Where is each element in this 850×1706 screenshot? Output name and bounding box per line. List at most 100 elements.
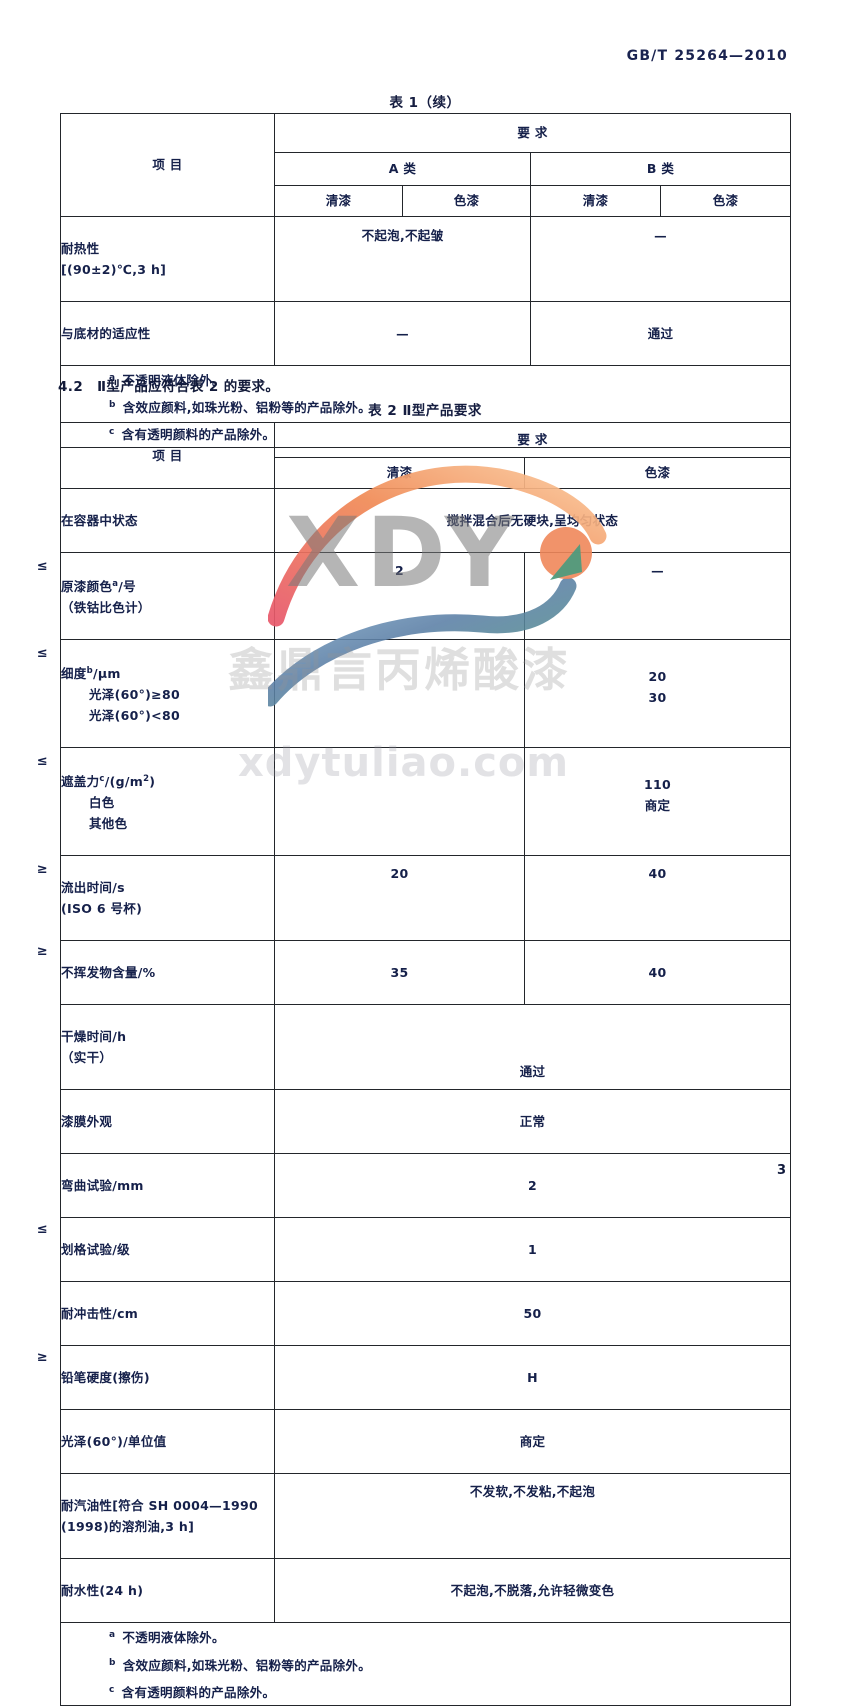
table-1-header-row-3: 清漆 色漆 清漆 色漆: [61, 185, 792, 217]
clause-4-2: 4.2 Ⅱ型产品应符合表 2 的要求。: [58, 375, 279, 395]
item-line-1: 耐热性: [61, 241, 100, 256]
row-item-water-resistance: 耐水性(24 h): [60, 1558, 275, 1624]
table-2-type-ii-requirements: 项 目 要 求 清漆 色漆 在容器中状态: [37, 422, 792, 1706]
operator-symbol: ≥: [36, 1350, 48, 1366]
item-line-2: 白色: [89, 795, 115, 811]
standard-number-header: GB/T 25264—2010: [626, 48, 788, 64]
cell-color-value: 40: [523, 940, 792, 1006]
th-item: 项 目: [60, 113, 275, 217]
item-line-1: 耐水性(24 h): [61, 1583, 144, 1599]
table-2-header-row-1: 项 目 要 求: [60, 422, 792, 489]
row-item-heat-resistance: 耐热性 [(90±2)℃,3 h]: [60, 216, 275, 302]
footnote-mark: a: [109, 373, 116, 383]
table-row: 弯曲试验/mm 2: [60, 1153, 792, 1219]
operator-symbol: ≤: [36, 1222, 48, 1238]
cell-clear-value: [274, 747, 525, 857]
item-line-1: 耐冲击性/cm: [61, 1306, 139, 1322]
footnote-item: b 含效应颜料,如珠光粉、铝粉等的产品除外。: [61, 1651, 790, 1678]
cell-color-value: —: [523, 551, 792, 641]
th-requirement: 要 求: [273, 422, 792, 458]
th-clear: 清漆: [274, 457, 525, 489]
cell-b-heat: —: [529, 216, 792, 302]
item-line-2: 光泽(60°)≥80: [89, 687, 180, 703]
th-b-clear: 清漆: [530, 185, 661, 217]
footnote-text: 不透明液体除外。: [122, 1630, 225, 1646]
table-row: ≥ 流出时间/s (ISO 6 号杯) 20 40: [37, 855, 792, 942]
th-item: 项 目: [60, 422, 275, 489]
cell-merged-value: 50: [273, 1281, 792, 1347]
item-line-1: 划格试验/级: [61, 1242, 130, 1258]
cell-clear-value: 35: [274, 940, 525, 1006]
footnote-mark: a: [109, 1630, 116, 1641]
clause-number: 4.2: [58, 379, 84, 395]
value-line-2: 20: [648, 669, 667, 685]
value-line-3: 商定: [644, 798, 671, 814]
table-1-header-row-2: A 类 B 类: [61, 152, 792, 186]
table-row: 在容器中状态 搅拌混合后无硬块,呈均匀状态: [60, 488, 792, 553]
th-requirement: 要 求: [273, 113, 792, 153]
row-item-state-in-container: 在容器中状态: [60, 488, 275, 553]
th-class-b: B 类: [529, 152, 792, 186]
cell-clear-value: [274, 639, 525, 749]
cell-merged-value: H: [273, 1345, 792, 1411]
item-line-1: 弯曲试验/mm: [61, 1178, 144, 1194]
footnote-text: 含效应颜料,如珠光粉、铝粉等的产品除外。: [122, 400, 371, 416]
row-item-gasoline-resistance: 耐汽油性[符合 SH 0004—1990 (1998)的溶剂油,3 h]: [60, 1473, 275, 1560]
table-row: ≤ 细度b/μm 光泽(60°)≥80 光泽(60°)<80 20 30: [37, 639, 792, 749]
value-line-3: 30: [648, 690, 667, 706]
row-item-pencil-hardness: ≥ 铅笔硬度(擦伤): [37, 1345, 275, 1411]
cell-color-value: 20 30: [523, 639, 792, 749]
spacer: [525, 645, 790, 666]
footnote-text: 含有透明颜料的产品除外。: [121, 1684, 276, 1700]
cell-merged-value: 搅拌混合后无硬块,呈均匀状态: [273, 488, 792, 553]
item-line-1: 干燥时间/h: [61, 1029, 127, 1045]
row-item-bending-test: 弯曲试验/mm: [60, 1153, 275, 1219]
item-line-1: 漆膜外观: [61, 1114, 113, 1130]
page-number: 3: [776, 1163, 786, 1178]
operator-symbol: ≥: [36, 862, 48, 878]
th-b-color: 色漆: [659, 185, 792, 217]
spacer: [525, 753, 790, 774]
table-2-caption: 表 2 Ⅱ型产品要求: [368, 403, 482, 419]
item-line-1: 流出时间/s: [61, 880, 125, 896]
cell-merged-value: 1: [273, 1217, 792, 1283]
cell-clear-value: 20: [274, 855, 525, 942]
table-row: 耐热性 [(90±2)℃,3 h] 不起泡,不起皱 —: [60, 216, 792, 302]
row-item-flow-out-time: ≥ 流出时间/s (ISO 6 号杯): [37, 855, 275, 942]
row-item-gloss: 光泽(60°)/单位值: [60, 1409, 275, 1475]
row-item-film-appearance: 漆膜外观: [60, 1089, 275, 1155]
item-line-1: 不挥发物含量/%: [61, 965, 156, 981]
cell-a-heat: 不起泡,不起皱: [274, 216, 531, 302]
item-line-1: 铅笔硬度(擦伤): [61, 1370, 150, 1386]
item-line-2: （铁钴比色计）: [61, 600, 151, 616]
th-a-color: 色漆: [402, 185, 531, 217]
table-row: 光泽(60°)/单位值 商定: [60, 1409, 792, 1475]
footnote-block: a 不透明液体除外。 b 含效应颜料,如珠光粉、铝粉等的产品除外。 c 含有透明颜料的…: [59, 1622, 792, 1706]
footnote-mark: c: [109, 1684, 115, 1695]
row-item-substrate-adaptability: 与底材的适应性: [60, 301, 275, 366]
th-color: 色漆: [523, 457, 792, 489]
item-line-1: 在容器中状态: [61, 513, 138, 528]
footnote-mark: b: [109, 400, 116, 411]
table-row: 与底材的适应性 — 通过: [60, 301, 792, 366]
cell-a-substrate: —: [274, 301, 531, 366]
row-item-impact-resistance: 耐冲击性/cm: [60, 1281, 275, 1347]
operator-symbol: ≤: [36, 646, 48, 662]
operator-symbol: ≤: [36, 559, 48, 574]
item-line-1: 与底材的适应性: [61, 326, 151, 341]
table-1-header-row-1: 项 目 要 求: [60, 113, 792, 217]
item-line-1: 耐汽油性[符合 SH 0004—1990: [61, 1498, 258, 1514]
item-line-2: [(90±2)℃,3 h]: [61, 262, 167, 277]
th-a-clear: 清漆: [274, 185, 403, 217]
row-item-original-color: ≤ 原漆颜色a/号 （铁钴比色计）: [37, 551, 275, 641]
table-row: 漆膜外观 正常: [60, 1089, 792, 1155]
table-row: 干燥时间/h （实干） 通过: [60, 1004, 792, 1091]
item-line-3: 光泽(60°)<80: [89, 708, 180, 724]
table-row: ≥ 不挥发物含量/% 35 40: [37, 940, 792, 1006]
cell-merged-value: 通过: [273, 1004, 792, 1091]
cell-color-value: 110 商定: [523, 747, 792, 857]
table-2-footnotes-row: a 不透明液体除外。 b 含效应颜料,如珠光粉、铝粉等的产品除外。 c 含有透明颜料的…: [59, 1622, 792, 1706]
cell-clear-value: 2: [274, 551, 525, 641]
footnote-item: b 含效应颜料,如珠光粉、铝粉等的产品除外。: [61, 393, 790, 420]
row-item-cross-cut-test: ≤ 划格试验/级: [37, 1217, 275, 1283]
